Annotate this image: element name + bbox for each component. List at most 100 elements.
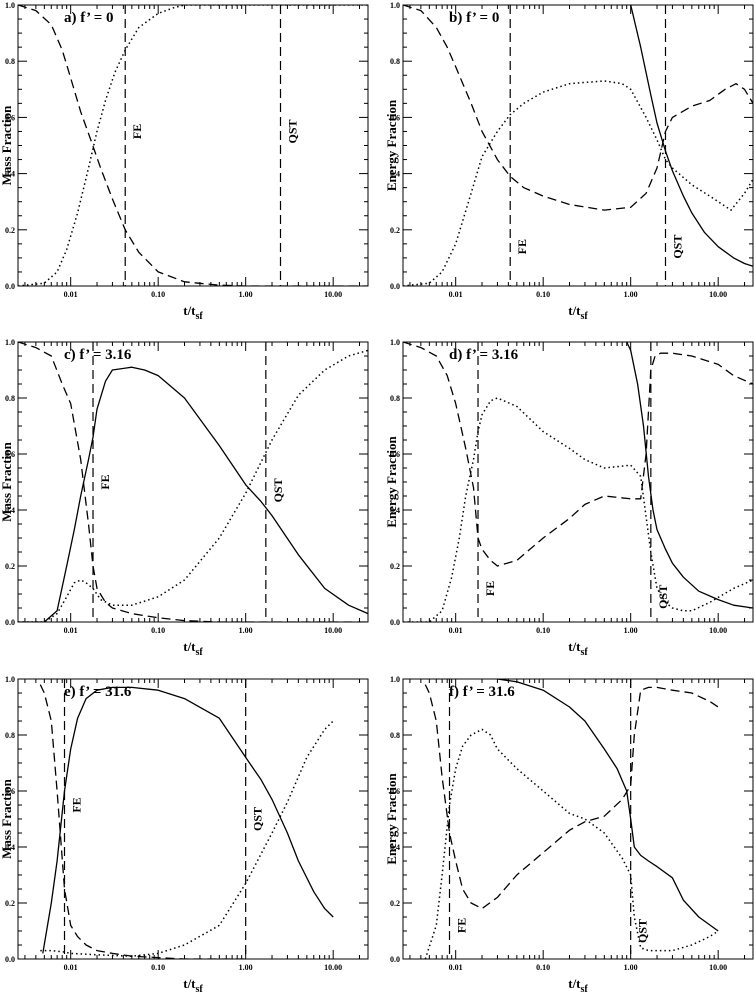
plot-frame <box>17 678 369 960</box>
series-line-dashed <box>424 684 719 910</box>
marker-label-fe: FE <box>515 239 529 254</box>
chart-panel-2: 0.01 0.10 1.00 10.00 0.0 0.2 0.4 0.6 0.8 1.0 t/tsf… <box>384 1 754 322</box>
series-line-dashed <box>39 684 246 959</box>
plot-frame <box>402 4 754 287</box>
y-tick-label: 0.0 <box>390 618 400 627</box>
y-tick-label: 0.4 <box>5 843 15 852</box>
marker-label-fe: FE <box>70 797 84 812</box>
x-tick-label: 0.10 <box>536 290 550 299</box>
chart-panel-1: 0.01 0.10 1.00 10.00 0.0 0.2 0.4 0.6 0.8 1.0 t/tsf… <box>0 1 369 322</box>
y-tick-label: 0.0 <box>5 618 15 627</box>
series-line-dotted <box>424 728 719 959</box>
y-tick-label: 0.2 <box>390 562 400 571</box>
panel-label: a) f’ = 0 <box>64 10 114 26</box>
x-tick-label: 0.01 <box>64 963 78 972</box>
y-tick-label: 0.6 <box>5 113 15 122</box>
series-line-dotted <box>18 5 368 286</box>
y-tick-label: 0.2 <box>390 226 400 235</box>
panel-label: d) f’ = 3.16 <box>449 347 519 363</box>
x-tick-label: 0.01 <box>449 626 463 635</box>
x-axis-label: t/tsf <box>183 639 203 658</box>
y-tick-label: 1.0 <box>5 338 15 347</box>
x-tick-label: 0.01 <box>449 290 463 299</box>
chart-panel-6: 0.01 0.10 1.00 10.00 0.0 0.2 0.4 0.6 0.8 1.0 t/tsf… <box>384 675 754 995</box>
panel-label: b) f’ = 0 <box>449 10 499 26</box>
y-tick-label: 0.8 <box>390 731 400 740</box>
x-axis-label: t/tsf <box>183 303 203 322</box>
y-axis-label: Energy Fraction <box>384 99 399 191</box>
marker-label-qst: QST <box>271 478 285 502</box>
x-tick-label: 10.00 <box>709 963 727 972</box>
y-tick-label: 0.2 <box>390 899 400 908</box>
y-tick-label: 0.2 <box>5 226 15 235</box>
y-tick-label: 0.6 <box>390 113 400 122</box>
series-line-solid <box>42 686 334 954</box>
x-tick-label: 10.00 <box>324 963 342 972</box>
x-axis-label: t/tsf <box>568 303 588 322</box>
x-tick-label: 0.01 <box>449 963 463 972</box>
series-line-solid <box>497 679 719 932</box>
panel-label: c) f’ = 3.16 <box>64 347 132 363</box>
y-tick-label: 0.6 <box>390 450 400 459</box>
x-tick-label: 1.00 <box>239 963 253 972</box>
y-tick-label: 0.6 <box>390 787 400 796</box>
series-line-dotted <box>403 397 753 622</box>
plot-frame <box>17 4 369 287</box>
y-tick-label: 1.0 <box>5 675 15 684</box>
series-line-dashed <box>18 342 368 622</box>
x-tick-label: 0.10 <box>536 963 550 972</box>
x-axis-label: t/tsf <box>568 976 588 995</box>
marker-label-qst: QST <box>636 919 650 943</box>
y-tick-label: 0.4 <box>390 843 400 852</box>
y-tick-label: 0.4 <box>5 170 15 179</box>
y-tick-label: 0.8 <box>5 731 15 740</box>
y-tick-label: 0.4 <box>390 170 400 179</box>
y-tick-label: 0.8 <box>5 57 15 66</box>
y-axis-label: Mass Fraction <box>0 441 14 522</box>
y-tick-label: 0.4 <box>390 506 400 515</box>
y-tick-label: 1.0 <box>390 338 400 347</box>
series-line-dashed <box>403 5 753 211</box>
y-tick-label: 1.0 <box>390 1 400 10</box>
plot-frame <box>17 341 369 623</box>
chart-panel-5: 0.01 0.10 1.00 10.00 0.0 0.2 0.4 0.6 0.8 1.0 t/tsf… <box>0 675 369 995</box>
x-tick-label: 1.00 <box>624 963 638 972</box>
panel-label: f) f’ = 31.6 <box>449 684 515 700</box>
chart-panel-3: 0.01 0.10 1.00 10.00 0.0 0.2 0.4 0.6 0.8 1.0 t/tsf… <box>0 338 369 658</box>
y-tick-label: 0.8 <box>5 394 15 403</box>
series-line-dashed <box>18 5 368 286</box>
marker-label-qst: QST <box>251 807 265 831</box>
plot-frame <box>402 341 754 623</box>
marker-label-qst: QST <box>671 235 685 259</box>
x-axis-label: t/tsf <box>568 639 588 658</box>
x-tick-label: 10.00 <box>324 626 342 635</box>
x-tick-label: 1.00 <box>624 626 638 635</box>
series-line-solid <box>626 342 753 609</box>
y-axis-label: Mass Fraction <box>0 778 14 859</box>
x-tick-label: 0.10 <box>536 626 550 635</box>
marker-label-fe: FE <box>483 581 497 596</box>
y-tick-label: 0.2 <box>5 899 15 908</box>
y-tick-label: 0.0 <box>5 282 15 291</box>
y-tick-label: 0.2 <box>5 562 15 571</box>
x-tick-label: 1.00 <box>624 290 638 299</box>
series-line-dashed <box>403 342 753 567</box>
y-tick-label: 1.0 <box>390 675 400 684</box>
x-tick-label: 0.10 <box>151 963 165 972</box>
y-tick-label: 0.8 <box>390 394 400 403</box>
x-tick-label: 1.00 <box>239 626 253 635</box>
x-tick-label: 0.10 <box>151 626 165 635</box>
marker-label-qst: QST <box>656 585 670 609</box>
marker-label-fe: FE <box>455 918 469 933</box>
x-axis-label: t/tsf <box>183 976 203 995</box>
y-axis-label: Energy Fraction <box>384 436 399 528</box>
series-line-solid <box>630 5 753 267</box>
y-tick-label: 0.4 <box>5 506 15 515</box>
y-axis-label: Energy Fraction <box>384 773 399 865</box>
series-line-solid <box>18 366 368 622</box>
x-tick-label: 10.00 <box>709 290 727 299</box>
y-tick-label: 0.8 <box>390 57 400 66</box>
y-axis-label: Mass Fraction <box>0 105 14 186</box>
series-line-dotted <box>18 349 368 622</box>
